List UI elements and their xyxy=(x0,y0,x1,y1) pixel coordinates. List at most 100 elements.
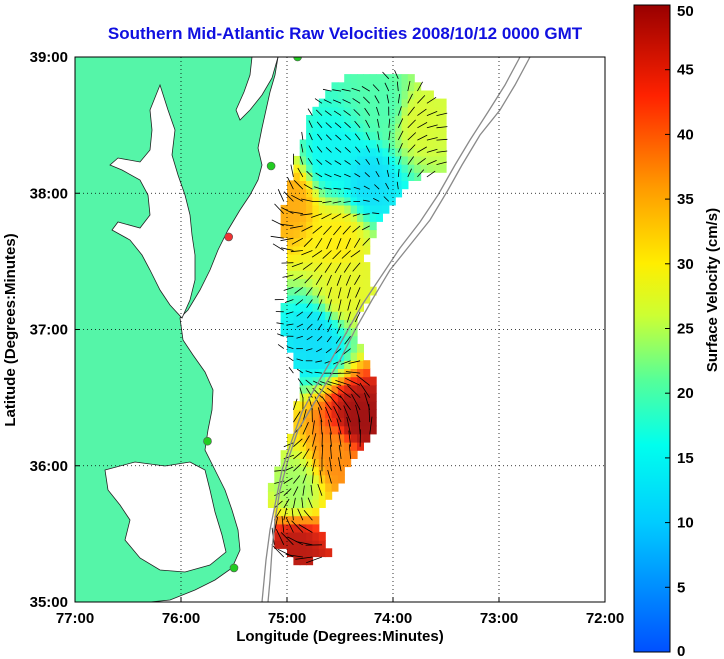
velocity-cell xyxy=(287,531,294,541)
velocity-cell xyxy=(369,213,377,222)
velocity-cell xyxy=(318,131,326,141)
velocity-cell xyxy=(331,450,339,459)
velocity-vector xyxy=(355,404,361,423)
velocity-cell xyxy=(331,196,339,206)
velocity-vector xyxy=(287,536,304,546)
velocity-vector xyxy=(324,173,332,178)
velocity-vector xyxy=(336,274,342,286)
velocity-vector xyxy=(321,432,323,447)
velocity-vector xyxy=(326,336,332,343)
velocity-vector xyxy=(316,146,323,153)
velocity-cell xyxy=(293,327,301,337)
velocity-vector xyxy=(316,348,323,353)
velocity-vector xyxy=(347,299,351,311)
colorbar-label: Surface Velocity (cm/s) xyxy=(704,208,721,372)
velocity-cell xyxy=(306,245,314,255)
velocity-cell xyxy=(274,482,282,492)
velocity-vector xyxy=(317,483,323,496)
velocity-cell xyxy=(299,540,307,549)
velocity-cell xyxy=(388,155,396,165)
velocity-vector xyxy=(426,111,438,116)
velocity-cell xyxy=(350,392,358,402)
velocity-cell xyxy=(344,237,352,247)
velocity-cell xyxy=(337,204,345,214)
velocity-cell xyxy=(363,384,371,394)
velocity-cell xyxy=(293,450,301,459)
velocity-cell xyxy=(293,409,301,419)
velocity-vector xyxy=(281,516,285,533)
velocity-cell xyxy=(350,401,358,410)
velocity-cell xyxy=(420,147,428,157)
velocity-vector xyxy=(291,194,304,202)
velocity-cell xyxy=(388,188,396,198)
velocity-cell xyxy=(318,172,326,181)
velocity-cell xyxy=(331,278,339,288)
velocity-vector xyxy=(338,457,342,472)
velocity-cell xyxy=(287,188,294,198)
velocity-cell xyxy=(331,147,339,157)
velocity-cell xyxy=(337,376,345,386)
velocity-cell xyxy=(312,507,320,517)
velocity-cell xyxy=(357,188,364,198)
velocity-cell xyxy=(312,466,320,476)
velocity-vector xyxy=(334,348,342,355)
velocity-vector xyxy=(308,145,313,153)
velocity-vector xyxy=(325,134,332,141)
velocity-cell xyxy=(401,115,409,124)
velocity-cell xyxy=(306,115,314,124)
velocity-vector xyxy=(407,81,411,92)
plot-area xyxy=(74,56,606,603)
velocity-cell xyxy=(350,164,358,173)
velocity-vector xyxy=(323,99,332,104)
velocity-cell xyxy=(306,466,314,476)
velocity-cell xyxy=(350,278,358,288)
velocity-cell xyxy=(344,164,352,173)
velocity-vector xyxy=(359,382,371,398)
velocity-cell xyxy=(376,213,383,222)
velocity-cell xyxy=(325,319,333,329)
velocity-cell xyxy=(357,229,364,239)
chesapeake-bay xyxy=(109,83,196,319)
velocity-vector xyxy=(325,406,332,423)
velocity-cell xyxy=(299,254,307,263)
velocity-cell xyxy=(337,384,345,394)
velocity-cell xyxy=(280,523,288,533)
velocity-cell xyxy=(312,131,320,141)
station-marker xyxy=(293,57,302,62)
velocity-cell xyxy=(363,401,371,410)
velocity-cell xyxy=(433,139,441,149)
velocity-cell xyxy=(299,286,307,296)
velocity-cell xyxy=(401,90,409,100)
velocity-cell xyxy=(325,311,333,320)
x-tick-label: 72:00 xyxy=(586,610,624,627)
velocity-cell xyxy=(306,360,314,369)
velocity-cell xyxy=(369,221,377,231)
velocity-vector xyxy=(320,419,323,435)
velocity-field xyxy=(267,74,447,566)
velocity-cell xyxy=(350,245,358,255)
velocity-cell xyxy=(306,523,314,533)
velocity-cell xyxy=(318,409,326,419)
velocity-vector xyxy=(275,529,285,545)
velocity-cell xyxy=(331,90,339,100)
velocity-vector xyxy=(291,520,304,533)
velocity-cell xyxy=(318,180,326,190)
velocity-vector xyxy=(332,89,342,92)
velocity-cell xyxy=(312,303,320,312)
velocity-vector xyxy=(300,144,304,153)
velocity-cell xyxy=(312,286,320,296)
velocity-cell xyxy=(369,155,377,165)
velocity-cell xyxy=(388,82,396,92)
velocity-cell xyxy=(287,523,294,533)
velocity-cell xyxy=(306,335,314,345)
velocity-vector xyxy=(407,93,413,104)
velocity-vector xyxy=(417,157,426,165)
velocity-cell xyxy=(350,172,358,181)
colorbar-tick-label: 45 xyxy=(677,62,694,79)
velocity-cell xyxy=(293,188,301,198)
velocity-cell xyxy=(293,319,301,329)
velocity-cell xyxy=(439,139,447,149)
velocity-cell xyxy=(287,180,294,190)
velocity-vector xyxy=(344,121,351,129)
velocity-cell xyxy=(299,499,307,508)
